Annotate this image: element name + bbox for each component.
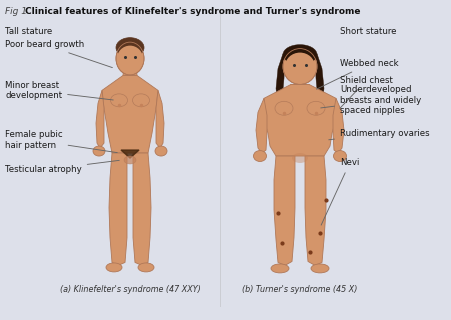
Polygon shape bbox=[276, 53, 285, 123]
Ellipse shape bbox=[116, 38, 144, 58]
Ellipse shape bbox=[106, 263, 122, 272]
Ellipse shape bbox=[307, 101, 325, 115]
Polygon shape bbox=[274, 156, 295, 265]
Ellipse shape bbox=[138, 263, 154, 272]
Ellipse shape bbox=[275, 101, 293, 115]
Text: (b) Turner's syndrome (45 X): (b) Turner's syndrome (45 X) bbox=[242, 285, 358, 294]
Ellipse shape bbox=[292, 153, 308, 163]
Text: Short stature: Short stature bbox=[340, 27, 396, 36]
Polygon shape bbox=[109, 153, 127, 265]
Polygon shape bbox=[333, 98, 344, 153]
Text: Testicular atrophy: Testicular atrophy bbox=[5, 160, 119, 174]
Ellipse shape bbox=[333, 150, 346, 162]
Ellipse shape bbox=[133, 94, 149, 107]
Ellipse shape bbox=[117, 46, 143, 71]
Text: Underdeveloped
breasts and widely
spaced nipples: Underdeveloped breasts and widely spaced… bbox=[321, 85, 421, 115]
Polygon shape bbox=[121, 150, 139, 158]
Text: Minor breast
development: Minor breast development bbox=[5, 81, 113, 100]
Polygon shape bbox=[286, 84, 314, 93]
Ellipse shape bbox=[285, 52, 315, 80]
Polygon shape bbox=[102, 76, 158, 153]
Text: Rudimentary ovaries: Rudimentary ovaries bbox=[329, 129, 430, 140]
Text: Nevi: Nevi bbox=[321, 158, 359, 225]
Polygon shape bbox=[96, 90, 104, 148]
Ellipse shape bbox=[93, 146, 105, 156]
Polygon shape bbox=[156, 90, 164, 148]
Text: Poor beard growth: Poor beard growth bbox=[5, 40, 112, 68]
Text: Female pubic
hair pattern: Female pubic hair pattern bbox=[5, 131, 117, 153]
Polygon shape bbox=[133, 153, 151, 265]
Ellipse shape bbox=[283, 49, 317, 84]
Polygon shape bbox=[315, 53, 324, 123]
Ellipse shape bbox=[311, 264, 329, 273]
Polygon shape bbox=[123, 66, 137, 76]
Polygon shape bbox=[262, 84, 338, 156]
Ellipse shape bbox=[271, 264, 289, 273]
Ellipse shape bbox=[253, 150, 267, 162]
Text: Shield chest: Shield chest bbox=[340, 76, 393, 108]
Text: Webbed neck: Webbed neck bbox=[317, 59, 399, 89]
Ellipse shape bbox=[116, 42, 144, 75]
Ellipse shape bbox=[110, 94, 128, 107]
Ellipse shape bbox=[124, 156, 136, 164]
Polygon shape bbox=[305, 156, 326, 265]
Text: Fig 1: Fig 1 bbox=[5, 7, 29, 16]
Text: Clinical features of Klinefelter's syndrome and Turner's syndrome: Clinical features of Klinefelter's syndr… bbox=[25, 7, 360, 16]
Ellipse shape bbox=[283, 44, 317, 65]
Polygon shape bbox=[256, 98, 267, 153]
Text: (a) Klinefelter's syndrome (47 XXY): (a) Klinefelter's syndrome (47 XXY) bbox=[60, 285, 200, 294]
Text: Tall stature: Tall stature bbox=[5, 27, 52, 36]
Ellipse shape bbox=[155, 146, 167, 156]
